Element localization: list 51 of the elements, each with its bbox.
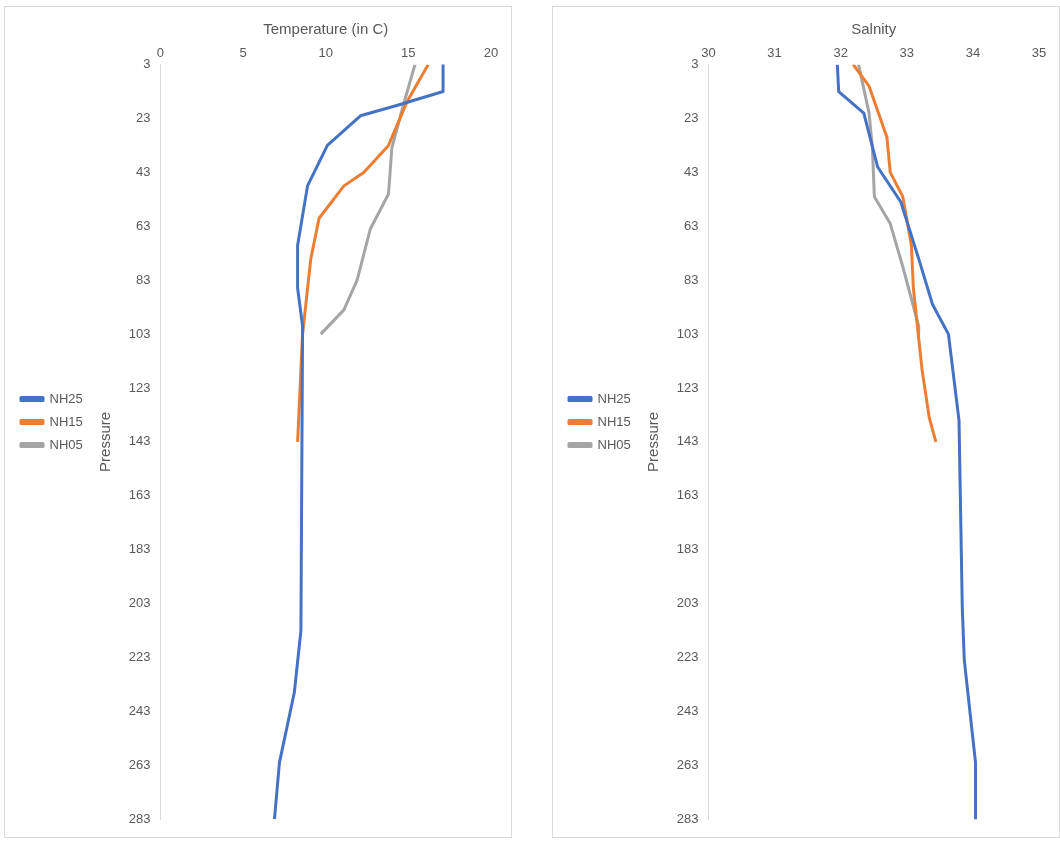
- x-tick-label: 35: [1031, 45, 1047, 61]
- y-tick-label: 123: [676, 379, 699, 395]
- y-tick-label: 163: [128, 487, 151, 503]
- x-tick-label: 20: [483, 45, 499, 61]
- y-tick-label: 223: [128, 649, 151, 665]
- y-tick-label: 283: [128, 810, 151, 826]
- y-axis-title: Pressure: [643, 411, 661, 472]
- legend-label: NH25: [49, 390, 83, 406]
- y-tick-label: 263: [128, 756, 151, 772]
- legend-label: NH05: [597, 436, 631, 452]
- y-tick-label: 103: [128, 325, 151, 341]
- legend-label: NH15: [597, 413, 631, 429]
- y-tick-label: 83: [135, 271, 151, 287]
- x-axis-title: Temperature (in C): [263, 20, 389, 38]
- y-tick-label: 183: [128, 541, 151, 557]
- y-tick-label: 3: [691, 56, 699, 72]
- y-tick-label: 243: [128, 702, 151, 718]
- legend-label: NH05: [49, 436, 83, 452]
- y-tick-label: 143: [128, 433, 151, 449]
- y-tick-label: 43: [683, 163, 699, 179]
- y-tick-label: 63: [135, 217, 151, 233]
- y-tick-label: 243: [676, 702, 699, 718]
- legend-label: NH25: [597, 390, 631, 406]
- y-tick-label: 103: [676, 325, 699, 341]
- x-tick-label: 30: [701, 45, 716, 61]
- y-tick-label: 123: [128, 379, 151, 395]
- y-tick-label: 143: [676, 433, 699, 449]
- y-tick-label: 83: [683, 271, 699, 287]
- y-tick-label: 263: [676, 756, 699, 772]
- y-tick-label: 183: [676, 541, 699, 557]
- y-tick-label: 3: [143, 56, 151, 72]
- x-tick-label: 10: [318, 45, 333, 61]
- x-tick-label: 5: [239, 45, 247, 61]
- x-tick-label: 33: [899, 45, 914, 61]
- y-tick-label: 283: [676, 810, 699, 826]
- x-tick-label: 32: [833, 45, 848, 61]
- x-tick-label: 15: [401, 45, 416, 61]
- x-tick-label: 34: [965, 45, 981, 61]
- y-tick-label: 23: [683, 110, 699, 126]
- y-tick-label: 43: [135, 163, 151, 179]
- y-tick-label: 163: [676, 487, 699, 503]
- y-tick-label: 63: [683, 217, 699, 233]
- y-axis-title: Pressure: [95, 411, 113, 472]
- y-tick-label: 203: [128, 595, 151, 611]
- y-tick-label: 23: [135, 110, 151, 126]
- x-tick-label: 0: [156, 45, 165, 61]
- y-tick-label: 223: [676, 649, 699, 665]
- y-tick-label: 203: [676, 595, 699, 611]
- x-tick-label: 31: [767, 45, 782, 61]
- x-axis-title: Salnity: [851, 20, 897, 38]
- legend-label: NH15: [49, 413, 83, 429]
